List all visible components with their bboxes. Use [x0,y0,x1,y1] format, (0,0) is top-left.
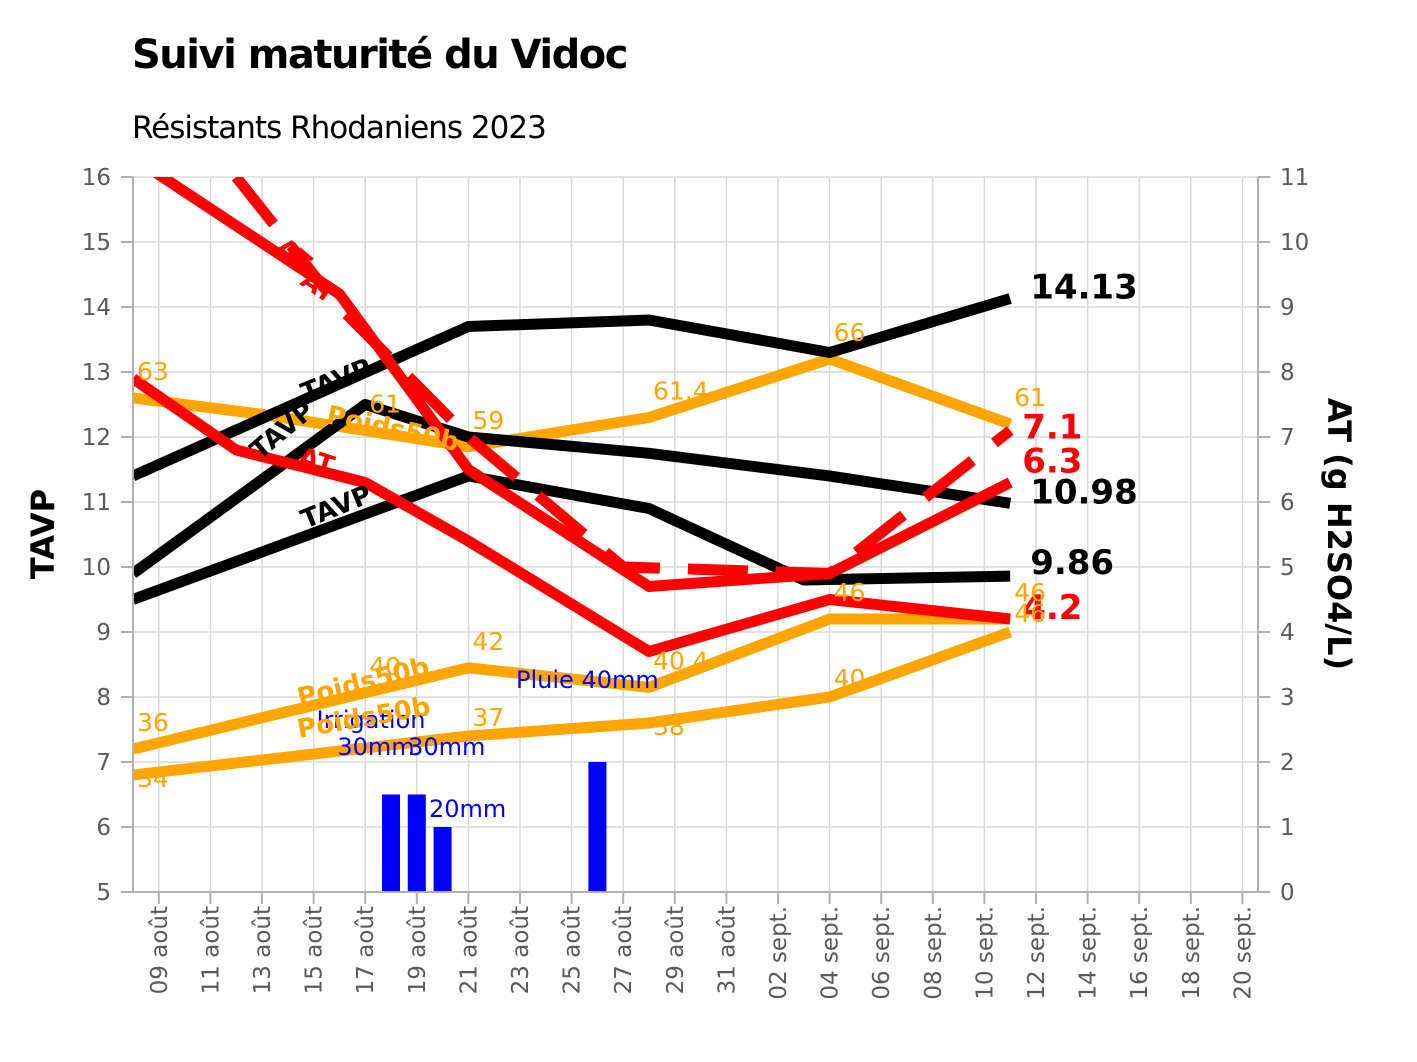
poids-point-label: 61.4 [653,377,709,406]
y-axis-left-title: TAVP [24,489,62,579]
poids-point-label: 40.4 [653,646,709,675]
poids-point-label: 37 [472,703,504,732]
poids-point-label: 46 [834,578,866,607]
y-left-tick-label: 15 [82,230,111,256]
y-right-tick-label: 0 [1280,880,1295,906]
chart-title: Suivi maturité du Vidoc [132,32,628,78]
x-tick-label: 06 sept. [869,906,895,1000]
poids-point-label: 38 [653,712,685,741]
y-right-tick-label: 2 [1280,750,1295,776]
grid-lines [133,176,1258,893]
x-tick-label: 04 sept. [818,906,844,1000]
y-right-tick-label: 5 [1280,555,1295,581]
water-label: 20mm [429,795,506,823]
x-tick-label: 09 août [147,906,173,994]
tavp-series-line [133,399,1012,578]
series-end-label: 10.98 [1030,472,1138,512]
x-tick-label: 19 août [405,906,431,994]
y-right-tick-label: 10 [1280,230,1309,256]
x-tick-label: 15 août [302,906,328,994]
poids-point-label: 40 [834,664,866,693]
at-series-line [152,177,1013,592]
y-left-tick-label: 12 [82,425,111,451]
series-end-label: 6.3 [1022,442,1082,482]
y-left-tick-label: 5 [96,880,111,906]
poids-series-line [133,626,1013,781]
x-tick-label: 02 sept. [766,906,792,1000]
x-tick-label: 12 sept. [1024,906,1050,1000]
water-label: 30mm [408,733,485,761]
x-tick-label: 29 août [663,906,689,994]
series-end-label: 14.13 [1030,268,1138,308]
poids-point-label: 59 [472,406,504,435]
x-tick-label: 08 sept. [921,906,947,1000]
y-right-tick-label: 1 [1280,815,1295,841]
y-right-tick-label: 9 [1280,295,1295,321]
water-bar [382,794,400,892]
tavp-series-line [133,470,1011,605]
poids-point-label: 46 [1014,599,1046,628]
y-left-tick-label: 8 [96,685,111,711]
y-right-tick-label: 11 [1280,165,1309,191]
series-end-label: 4.2 [1022,588,1082,628]
water-bars [382,762,607,892]
water-bar [433,827,452,892]
y-left-tick-label: 16 [82,165,111,191]
x-tick-label: 18 sept. [1179,906,1205,1000]
water-label: 30mm [337,733,414,761]
y-right-tick-label: 8 [1280,360,1295,386]
x-tick-label: 10 sept. [972,906,998,1000]
poids-series-line [133,613,1011,755]
x-tick-label: 23 août [508,906,534,994]
y-left-tick-label: 13 [82,360,111,386]
x-tick-label: 25 août [560,906,586,994]
poids-point-label: 61 [369,390,401,419]
x-tick-label: 21 août [456,906,482,994]
poids-point-label: 34 [137,764,169,793]
tavp-series-line [133,293,1012,482]
x-tick-label: 31 août [714,906,740,994]
poids-series-line [133,353,1013,453]
poids-point-label: 63 [137,357,169,386]
y-left-tick-label: 9 [96,620,111,646]
y-right-tick-label: 3 [1280,685,1295,711]
y-axis-right-title: AT (g H2SO4/L) [1320,398,1358,670]
series-end-label: 9.86 [1030,543,1114,583]
y-right-tick-label: 7 [1280,425,1295,451]
y-left-tick-label: 7 [96,750,111,776]
x-tick-label: 16 sept. [1127,906,1153,1000]
water-label: Irrigation [317,706,426,734]
series-end-label: 7.1 [1022,408,1082,448]
poids-point-label: 40 [369,652,401,681]
y-right-tick-label: 4 [1280,620,1295,646]
at-series-line [133,373,1011,657]
x-tick-label: 27 août [611,906,637,994]
x-tick-label: 13 août [250,906,276,994]
y-left-tick-label: 6 [96,815,111,841]
poids-point-label: 36 [137,708,169,737]
y-left-tick-label: 11 [82,490,111,516]
poids-point-label: 61 [1014,383,1046,412]
x-tick-label: 14 sept. [1076,906,1102,1000]
poids-point-label: 42 [472,627,504,656]
y-right-tick-label: 6 [1280,490,1295,516]
series-lines [133,177,1014,781]
poids-point-label: 46 [1014,578,1046,607]
x-tick-label: 20 sept. [1230,906,1256,1000]
x-tick-label: 11 août [198,906,224,994]
x-tick-label: 17 août [353,906,379,994]
water-label: Pluie 40mm [516,666,659,694]
water-bar [588,762,607,892]
poids-point-label: 66 [834,318,866,347]
y-left-tick-label: 14 [82,295,111,321]
water-bar [407,794,426,892]
chart-subtitle: Résistants Rhodaniens 2023 [132,110,547,146]
y-left-tick-label: 10 [82,555,111,581]
